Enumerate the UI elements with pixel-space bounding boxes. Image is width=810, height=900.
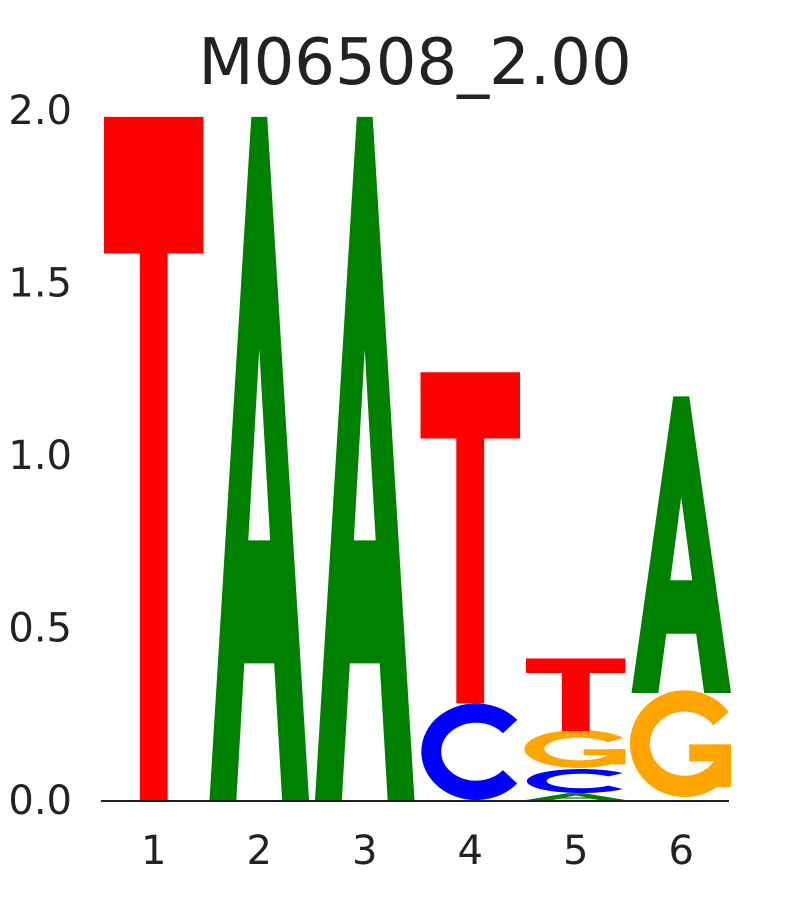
y-axis: 0.0 0.5 1.0 1.5 2.0 bbox=[8, 88, 72, 824]
letter-g-position-5 bbox=[524, 730, 626, 768]
letter-g-position-6 bbox=[630, 690, 732, 798]
letter-a-position-6 bbox=[631, 396, 731, 694]
x-tick-label: 4 bbox=[458, 828, 483, 874]
letter-a-position-3 bbox=[315, 116, 415, 800]
letter-t-position-5 bbox=[526, 658, 626, 731]
letter-stacks bbox=[104, 116, 732, 800]
letter-t-position-4 bbox=[420, 372, 520, 704]
chart-title: M06508_2.00 bbox=[198, 26, 631, 100]
x-tick-label: 3 bbox=[352, 828, 377, 874]
letter-t-position-1 bbox=[104, 116, 204, 800]
y-tick-label: 0.5 bbox=[8, 606, 72, 652]
x-tick-label: 2 bbox=[247, 828, 272, 874]
y-tick-label: 2.0 bbox=[8, 88, 72, 134]
x-tick-label: 6 bbox=[669, 828, 694, 874]
y-tick-label: 0.0 bbox=[8, 778, 72, 824]
x-tick-label: 5 bbox=[563, 828, 588, 874]
x-axis: 1 2 3 4 5 6 bbox=[141, 828, 694, 874]
letter-a-position-2 bbox=[209, 116, 309, 800]
y-tick-label: 1.5 bbox=[8, 261, 72, 307]
y-tick-label: 1.0 bbox=[8, 433, 72, 479]
letter-c-position-5 bbox=[526, 768, 623, 794]
x-tick-label: 1 bbox=[141, 828, 166, 874]
letter-a-position-5 bbox=[526, 793, 626, 800]
letter-c-position-4 bbox=[421, 703, 518, 800]
